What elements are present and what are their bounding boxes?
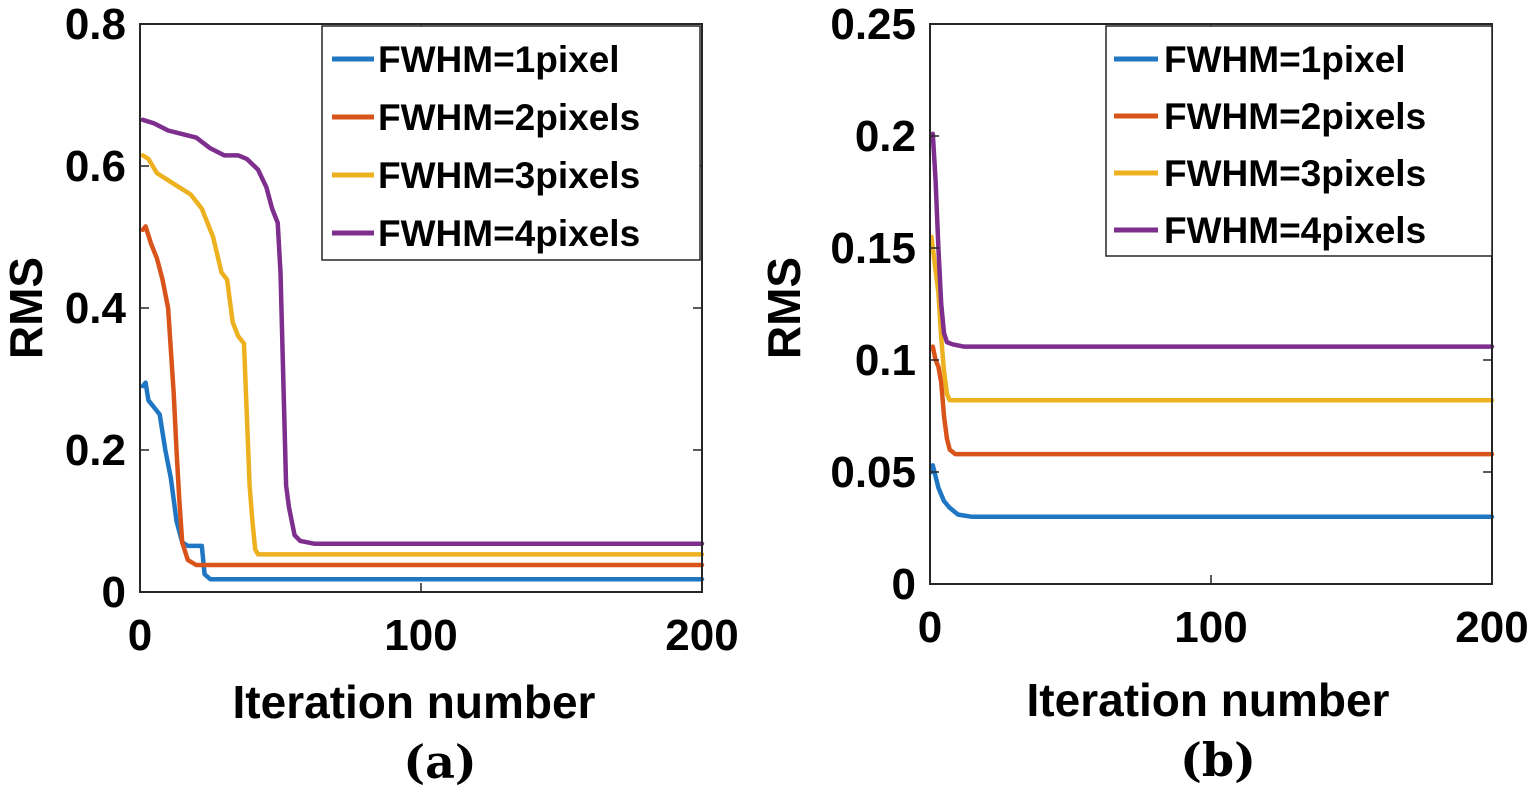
chart-panel-a: 0 0.2 0.4 0.6 0.8 0 100 200 RMS Iteration numbe… xyxy=(0,0,739,788)
series-line-a-1 xyxy=(140,380,705,582)
legend-a: FWHM=1pixel FWHM=2pixels FWHM=3pixels FWHM=… xyxy=(321,25,701,261)
series-line-a-2 xyxy=(140,224,705,568)
x-tick-label-b: 100 xyxy=(1174,603,1247,652)
x-axis-label-b: Iteration number xyxy=(1027,674,1390,726)
x-tick-label-b: 0 xyxy=(918,603,942,652)
series-line-b-1 xyxy=(929,463,1495,520)
plot-lines-a xyxy=(140,117,705,582)
legend-b: FWHM=1pixel FWHM=2pixels FWHM=3pixels FWHM=… xyxy=(1105,25,1493,257)
x-tick-label-b: 200 xyxy=(1455,603,1528,652)
series-line-b-3 xyxy=(929,234,1495,403)
series-line-a-3 xyxy=(140,153,705,557)
legend-label-b-1: FWHM=1pixel xyxy=(1164,39,1406,80)
y-axis-label-a: RMS xyxy=(0,257,52,359)
y-tick-label-b: 0.2 xyxy=(855,112,916,161)
series-line-b-2 xyxy=(929,344,1495,457)
y-tick-label-a: 0 xyxy=(102,568,126,617)
caption-b: (b) xyxy=(1180,733,1256,787)
legend-label-a-1: FWHM=1pixel xyxy=(378,39,620,80)
x-axis-label-a: Iteration number xyxy=(233,676,596,728)
y-tick-label-a: 0.6 xyxy=(65,142,126,191)
legend-box-b xyxy=(1105,25,1493,257)
legend-label-b-2: FWHM=2pixels xyxy=(1164,96,1426,137)
legend-label-a-4: FWHM=4pixels xyxy=(378,213,640,254)
legend-box-a xyxy=(321,25,701,261)
x-tick-label-a: 100 xyxy=(384,611,457,660)
y-tick-label-b: 0 xyxy=(892,560,916,609)
series-line-b-4 xyxy=(929,131,1495,349)
caption-a: (a) xyxy=(403,735,476,788)
legend-label-a-2: FWHM=2pixels xyxy=(378,97,640,138)
plot-lines-b xyxy=(929,131,1495,520)
chart-panel-b: 0 0.05 0.1 0.15 0.2 0.25 0 100 200 RMS Iteration… xyxy=(758,0,1529,787)
series-line-a-4 xyxy=(140,117,705,546)
y-tick-label-a: 0.2 xyxy=(65,426,126,475)
ticks-a: 0 0.2 0.4 0.6 0.8 0 100 200 xyxy=(65,0,739,660)
y-tick-label-b: 0.1 xyxy=(855,336,916,385)
y-tick-label-a: 0.4 xyxy=(65,284,127,333)
legend-label-a-3: FWHM=3pixels xyxy=(378,155,640,196)
legend-label-b-3: FWHM=3pixels xyxy=(1164,153,1426,194)
x-tick-label-a: 0 xyxy=(128,611,152,660)
ticks-b: 0 0.05 0.1 0.15 0.2 0.25 0 100 200 xyxy=(830,0,1528,652)
y-tick-label-a: 0.8 xyxy=(65,0,126,49)
y-tick-label-b: 0.25 xyxy=(830,0,916,49)
y-tick-label-b: 0.05 xyxy=(830,448,916,497)
y-tick-label-b: 0.15 xyxy=(830,224,916,273)
y-axis-label-b: RMS xyxy=(758,257,810,359)
legend-label-b-4: FWHM=4pixels xyxy=(1164,210,1426,251)
x-tick-label-a: 200 xyxy=(665,611,738,660)
